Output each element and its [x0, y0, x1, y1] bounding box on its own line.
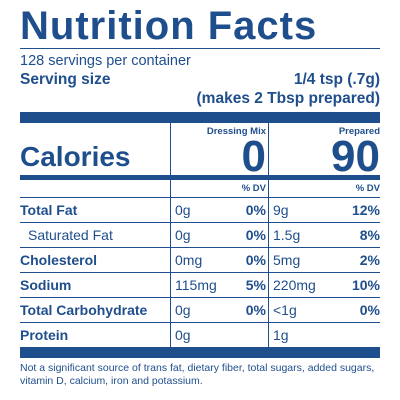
column-divider — [170, 198, 171, 222]
dressing-mix-amount: 115mg — [175, 277, 217, 293]
nutrient-row: Cholesterol 0mg 0% 5mg 2% — [20, 247, 380, 272]
nutrient-table: Total Fat 0g 0% 9g 12% Saturated Fat 0g 0% 1.5g 8… — [20, 197, 380, 347]
nutrient-label: Cholesterol — [20, 252, 98, 268]
column-divider — [170, 180, 171, 197]
prepared-dv: 2% — [359, 252, 380, 268]
nutrient-row: Protein 0g 1g — [20, 322, 380, 347]
title-divider — [20, 48, 380, 49]
column-divider — [268, 123, 269, 175]
prepared-dv: 12% — [351, 202, 380, 218]
nutrient-row: Sodium 115mg 5% 220mg 10% — [20, 272, 380, 297]
nutrient-label: Protein — [20, 327, 69, 343]
column-divider — [170, 298, 171, 322]
calories-row: Calories Dressing Mix Prepared 0 90 — [20, 123, 380, 179]
nutrient-row: Saturated Fat 0g 0% 1.5g 8% — [20, 222, 380, 247]
prepared-amount: 9g — [273, 202, 289, 218]
nutrient-row: Total Fat 0g 0% 9g 12% — [20, 197, 380, 222]
nutrition-facts-panel: Nutrition Facts 128 servings per contain… — [20, 4, 380, 396]
column-divider — [170, 248, 171, 272]
nutrient-label: Saturated Fat — [28, 227, 113, 243]
prepared-dv-heading: % DV — [355, 183, 380, 194]
nutrient-label: Total Fat — [20, 202, 78, 218]
thick-divider — [20, 112, 380, 123]
dressing-mix-amount: 0g — [175, 227, 191, 243]
prepared-amount: 1.5g — [273, 227, 301, 243]
prepared-dv: 8% — [359, 227, 380, 243]
dressing-mix-amount: 0g — [175, 202, 191, 218]
calories-divider — [20, 175, 380, 180]
prepared-amount: 1g — [273, 327, 289, 343]
prepared-amount: 220mg — [273, 277, 316, 293]
column-divider — [268, 323, 269, 347]
dressing-mix-dv: 0% — [245, 202, 266, 218]
column-divider — [170, 123, 171, 175]
column-divider — [170, 273, 171, 297]
footnote: Not a significant source of trans fat, d… — [20, 362, 375, 387]
dressing-mix-dv-heading: % DV — [241, 183, 266, 194]
dressing-mix-calories: 0 — [241, 132, 266, 181]
prepared-dv: 10% — [351, 277, 380, 293]
nutrient-label: Sodium — [20, 277, 72, 293]
dressing-mix-amount: 0g — [175, 302, 191, 318]
serving-size-row: Serving size 1/4 tsp (.7g) — [20, 70, 380, 89]
serving-size-value: 1/4 tsp (.7g) — [293, 71, 380, 88]
column-divider — [268, 198, 269, 222]
dressing-mix-dv: 0% — [245, 302, 266, 318]
dv-heading-row: % DV % DV — [20, 180, 380, 197]
prepared-amount: <1g — [273, 302, 297, 318]
nutrient-label: Total Carbohydrate — [20, 302, 148, 318]
prepared-dv: 0% — [359, 302, 380, 318]
prepared-heading: Prepared — [338, 126, 380, 137]
servings-per-container: 128 servings per container — [20, 53, 191, 69]
column-divider — [268, 273, 269, 297]
dressing-mix-heading: Dressing Mix — [206, 126, 266, 137]
column-divider — [268, 298, 269, 322]
column-divider — [268, 248, 269, 272]
serving-size-note: (makes 2 Tbsp prepared) — [196, 90, 380, 107]
column-divider — [170, 223, 171, 247]
calories-label: Calories — [20, 141, 131, 172]
dressing-mix-dv: 5% — [245, 277, 266, 293]
column-divider — [170, 323, 171, 347]
dressing-mix-dv: 0% — [245, 227, 266, 243]
serving-size-label: Serving size — [20, 71, 111, 88]
prepared-amount: 5mg — [273, 252, 301, 268]
dressing-mix-dv: 0% — [245, 252, 266, 268]
dressing-mix-amount: 0g — [175, 327, 191, 343]
prepared-calories: 90 — [331, 132, 380, 181]
panel-title: Nutrition Facts — [20, 4, 318, 48]
dressing-mix-amount: 0mg — [175, 252, 203, 268]
column-divider — [268, 223, 269, 247]
bottom-thick-divider — [20, 347, 380, 358]
nutrient-row: Total Carbohydrate 0g 0% <1g 0% — [20, 297, 380, 322]
column-divider — [268, 180, 269, 197]
